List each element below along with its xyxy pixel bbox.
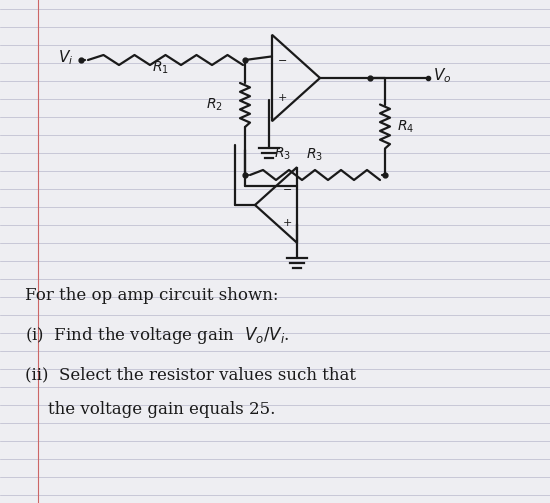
Text: $+$: $+$ [277,92,287,103]
Text: (ii)  Select the resistor values such that: (ii) Select the resistor values such tha… [25,367,356,383]
Text: $R_3$: $R_3$ [274,146,291,162]
Text: the voltage gain equals 25.: the voltage gain equals 25. [48,401,276,418]
Text: $V_i$: $V_i$ [58,49,73,67]
Text: (i)  Find the voltage gain  $V_o/V_i$.: (i) Find the voltage gain $V_o/V_i$. [25,324,289,346]
Text: $-$: $-$ [282,183,292,193]
Text: $R_1$: $R_1$ [152,59,169,76]
Text: $R_2$: $R_2$ [206,97,223,113]
Text: $V_o$: $V_o$ [433,67,452,86]
Text: $+$: $+$ [282,216,292,227]
Text: $-$: $-$ [277,53,287,63]
Text: $R_4$: $R_4$ [397,118,414,135]
Text: $R_3$: $R_3$ [306,146,323,163]
Text: For the op amp circuit shown:: For the op amp circuit shown: [25,287,278,303]
